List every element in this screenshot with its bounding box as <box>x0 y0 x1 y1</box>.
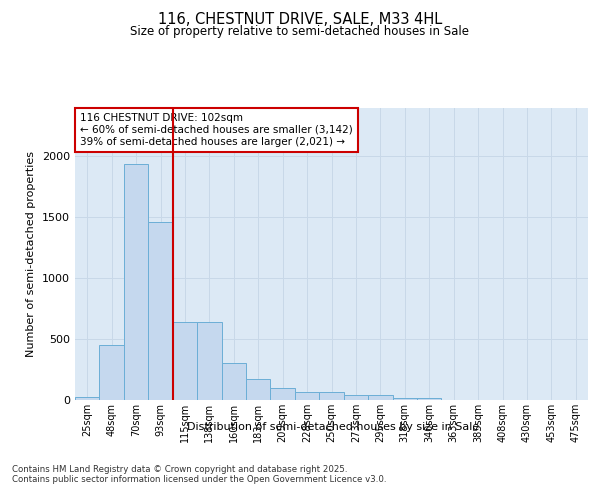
Bar <box>417 398 442 400</box>
Y-axis label: Number of semi-detached properties: Number of semi-detached properties <box>26 151 37 357</box>
Text: Distribution of semi-detached houses by size in Sale: Distribution of semi-detached houses by … <box>187 422 479 432</box>
Text: 116, CHESTNUT DRIVE, SALE, M33 4HL: 116, CHESTNUT DRIVE, SALE, M33 4HL <box>158 12 442 28</box>
Bar <box>100 344 124 400</box>
Bar <box>124 164 148 400</box>
Bar <box>368 396 392 400</box>
Bar <box>221 363 246 400</box>
Bar <box>271 388 295 400</box>
Bar <box>319 392 344 400</box>
Bar <box>295 392 319 400</box>
Text: Contains HM Land Registry data © Crown copyright and database right 2025.
Contai: Contains HM Land Registry data © Crown c… <box>12 465 386 484</box>
Text: 116 CHESTNUT DRIVE: 102sqm
← 60% of semi-detached houses are smaller (3,142)
39%: 116 CHESTNUT DRIVE: 102sqm ← 60% of semi… <box>80 114 353 146</box>
Bar <box>148 222 173 400</box>
Bar <box>246 378 271 400</box>
Bar <box>344 396 368 400</box>
Text: Size of property relative to semi-detached houses in Sale: Size of property relative to semi-detach… <box>131 25 470 38</box>
Bar <box>197 322 221 400</box>
Bar <box>75 397 100 400</box>
Bar <box>173 322 197 400</box>
Bar <box>392 398 417 400</box>
